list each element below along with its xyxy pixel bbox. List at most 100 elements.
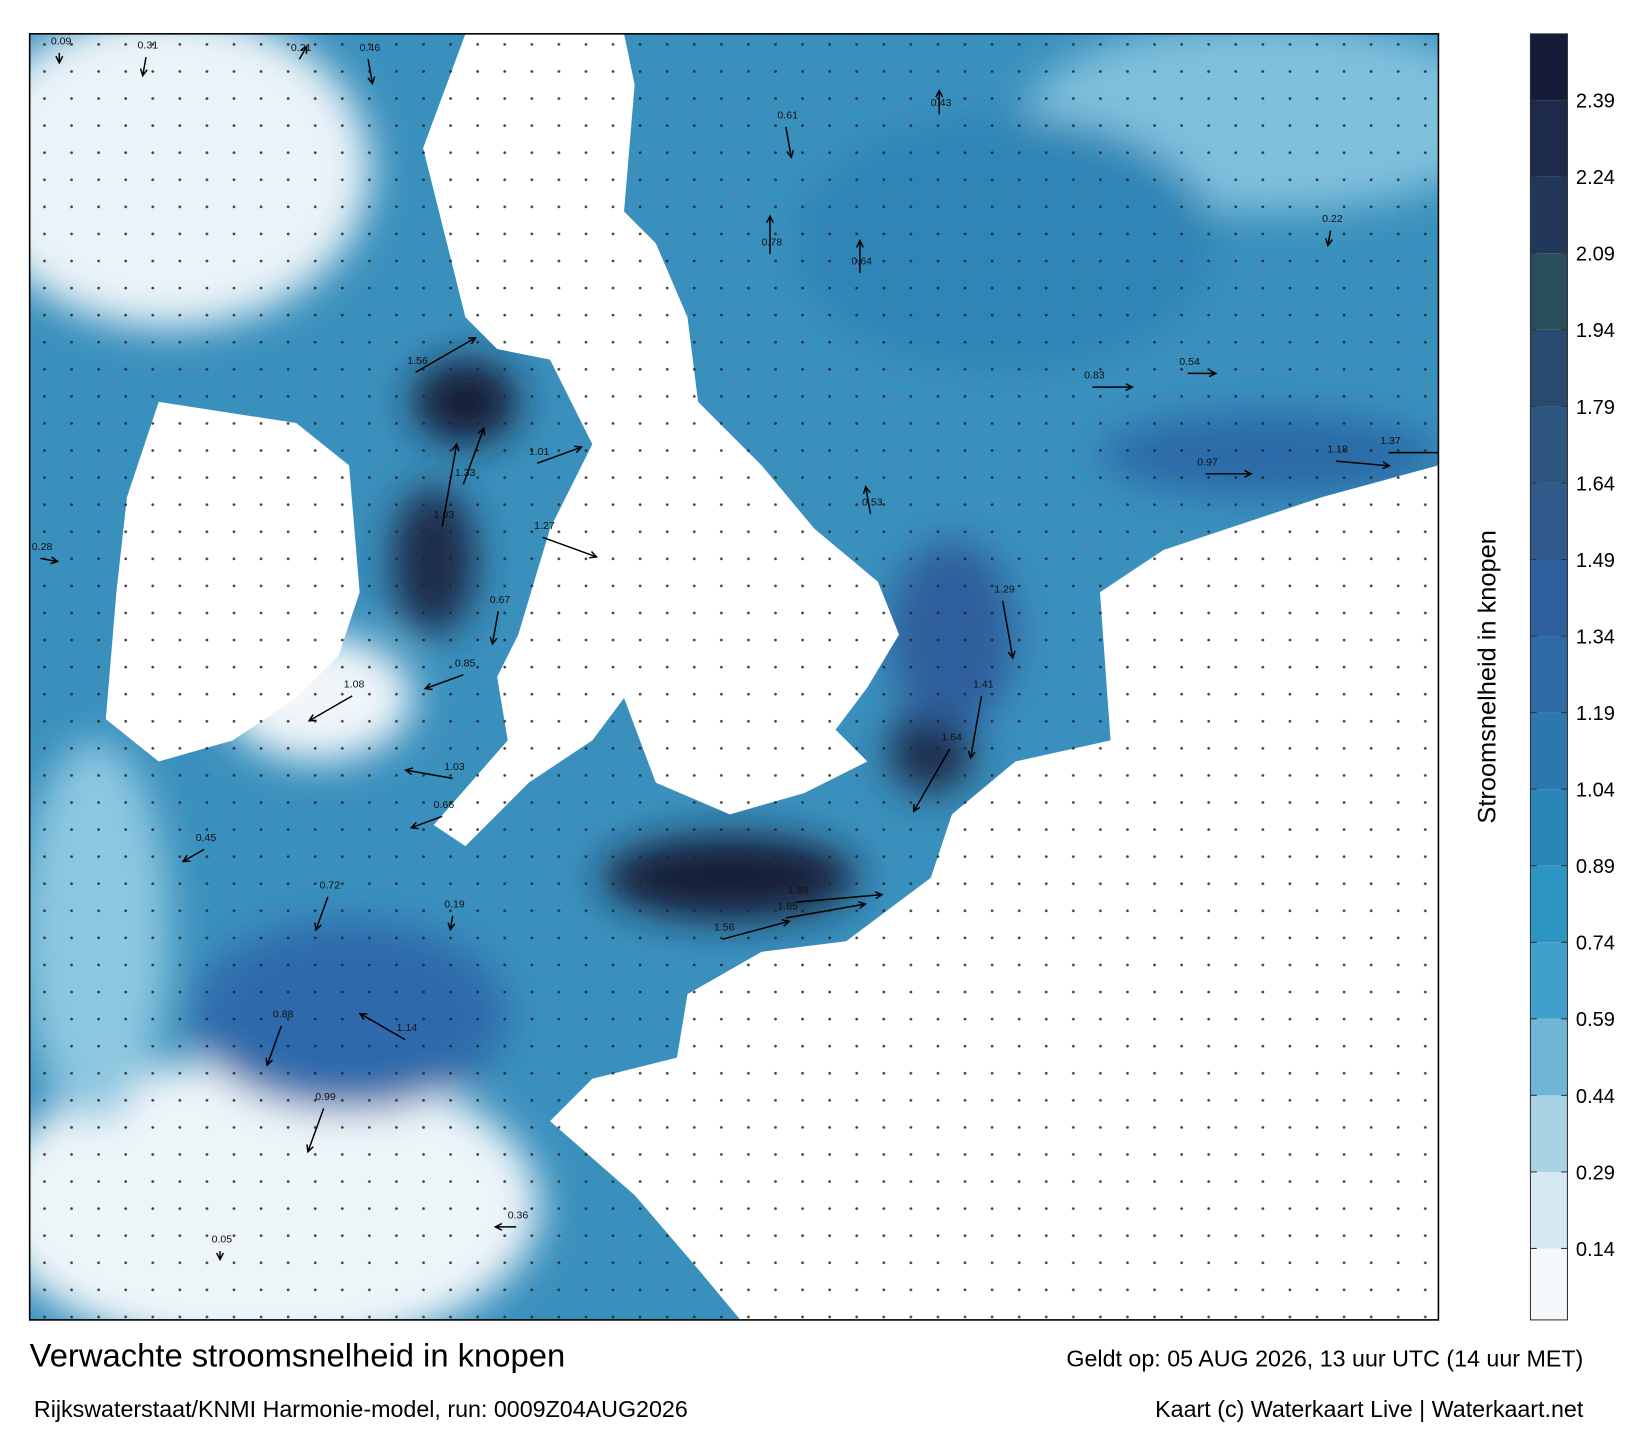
speed-label: 0.05 bbox=[212, 1234, 233, 1246]
colorbar-band bbox=[1530, 636, 1568, 713]
model-run: Rijkswaterstaat/KNMI Harmonie-model, run… bbox=[34, 1396, 688, 1422]
current-arrow bbox=[1001, 600, 1016, 660]
speed-label: 1.56 bbox=[407, 355, 428, 367]
current-arrow bbox=[912, 748, 951, 813]
speed-label: 0.54 bbox=[1179, 356, 1200, 368]
speed-label: 0.64 bbox=[851, 255, 872, 267]
colorbar-tick-label: 1.04 bbox=[1576, 780, 1615, 802]
speed-label: 0.85 bbox=[455, 657, 476, 669]
colorbar-band bbox=[1530, 33, 1568, 101]
current-arrow bbox=[181, 848, 205, 863]
colorbar-band bbox=[1530, 789, 1568, 866]
speed-label: 0.53 bbox=[862, 497, 883, 509]
speed-label: 0.22 bbox=[1322, 213, 1343, 225]
current-arrow bbox=[785, 126, 795, 159]
current-arrow bbox=[722, 919, 791, 940]
colorbar-band bbox=[1530, 1171, 1568, 1249]
current-arrow bbox=[409, 815, 443, 830]
map-area: 0.09 0.31 0.21 0.46 1.56 1.33 1.93 1.01 … bbox=[29, 33, 1439, 1320]
current-arrow bbox=[1335, 460, 1392, 470]
colorbar-band bbox=[1530, 482, 1568, 560]
colorbar-band bbox=[1530, 1095, 1568, 1172]
colorbar: 0.14 0.29 0.44 0.59 0.74 0.89 1.04 1.19 1.34 1.49… bbox=[1530, 33, 1615, 1320]
current-arrow bbox=[537, 445, 583, 464]
current-arrow bbox=[862, 485, 872, 515]
colorbar-tick-label: 1.34 bbox=[1576, 626, 1615, 648]
colorbar-tick-label: 2.39 bbox=[1576, 91, 1615, 113]
colorbar-band bbox=[1530, 559, 1568, 637]
current-arrow bbox=[415, 336, 477, 373]
speed-label: 0.09 bbox=[51, 35, 72, 47]
speed-label: 0.31 bbox=[138, 40, 159, 52]
colorbar-band bbox=[1530, 865, 1568, 943]
current-arrow bbox=[462, 426, 486, 485]
current-arrow bbox=[307, 695, 353, 722]
speed-label: 0.45 bbox=[196, 832, 217, 844]
speed-label: 0.28 bbox=[32, 541, 53, 553]
current-arrow bbox=[1205, 469, 1253, 478]
speed-label: 1.27 bbox=[534, 520, 555, 532]
current-arrow bbox=[489, 611, 499, 646]
colorbar-band bbox=[1530, 329, 1568, 407]
colorbar-tick-label: 0.74 bbox=[1576, 933, 1615, 955]
colorbar-tick-label: 0.44 bbox=[1576, 1086, 1615, 1108]
colorbar-band bbox=[1530, 253, 1568, 330]
colorbar-band bbox=[1530, 406, 1568, 483]
current-arrow bbox=[423, 674, 464, 691]
colorbar-frame bbox=[1529, 33, 1568, 1321]
speed-label: 1.33 bbox=[455, 467, 476, 479]
speed-label: 0.43 bbox=[931, 97, 952, 109]
current-arrow bbox=[367, 59, 376, 86]
current-arrow bbox=[967, 695, 983, 760]
current-arrow bbox=[441, 442, 460, 527]
current-arrow bbox=[935, 88, 944, 115]
colorbar-tick-label: 1.19 bbox=[1576, 703, 1615, 725]
speed-label: 0.88 bbox=[273, 1008, 294, 1020]
speed-label: 1.01 bbox=[529, 446, 550, 458]
current-arrow bbox=[298, 45, 308, 60]
current-arrow bbox=[216, 1251, 225, 1262]
speed-label: 0.97 bbox=[1197, 456, 1218, 468]
speed-label: 0.61 bbox=[777, 109, 798, 121]
speed-label: 0.46 bbox=[360, 42, 381, 54]
colorbar-tick-label: 1.79 bbox=[1576, 397, 1615, 419]
grid-dots bbox=[29, 33, 1439, 1320]
current-arrow bbox=[306, 1108, 325, 1154]
colorbar-tick-label: 2.09 bbox=[1576, 244, 1615, 266]
colorbar-band bbox=[1530, 942, 1568, 1019]
speed-label: 1.29 bbox=[994, 583, 1015, 595]
current-arrow bbox=[55, 52, 64, 65]
current-arrow bbox=[855, 239, 864, 273]
current-arrow bbox=[1187, 369, 1218, 378]
current-arrow bbox=[40, 556, 60, 565]
colorbar-label: Stroomsnelheid in knopen bbox=[1474, 530, 1502, 823]
speed-label: 0.67 bbox=[490, 594, 511, 606]
colorbar-band bbox=[1530, 1018, 1568, 1096]
colorbar-band bbox=[1530, 712, 1568, 790]
speed-label: 0.36 bbox=[508, 1209, 529, 1221]
colorbar-band bbox=[1530, 1248, 1568, 1320]
speed-label: 0.66 bbox=[434, 799, 455, 811]
speed-label: 1.56 bbox=[714, 922, 735, 934]
speed-label: 0.99 bbox=[315, 1091, 336, 1103]
speed-label: 1.98 bbox=[788, 885, 809, 897]
current-arrow bbox=[447, 915, 456, 932]
current-arrow bbox=[404, 767, 453, 780]
colorbar-tick-label: 1.94 bbox=[1576, 320, 1615, 342]
speed-label: 0.19 bbox=[444, 898, 465, 910]
colorbar-tick-label: 0.14 bbox=[1576, 1239, 1615, 1261]
map-frame bbox=[28, 33, 1440, 1321]
speed-label: 0.72 bbox=[319, 879, 340, 891]
speed-label: 1.18 bbox=[1327, 444, 1348, 456]
colorbar-tick-label: 0.89 bbox=[1576, 856, 1615, 878]
current-arrow bbox=[358, 1012, 406, 1041]
speed-label: 1.41 bbox=[973, 678, 994, 690]
speed-label: 1.08 bbox=[344, 678, 365, 690]
speed-label: 1.85 bbox=[777, 901, 798, 913]
speed-label: 1.64 bbox=[941, 731, 962, 743]
valid-time: Geldt op: 05 AUG 2026, 13 uur UTC (14 uu… bbox=[1066, 1345, 1583, 1371]
current-arrow bbox=[765, 214, 775, 254]
current-arrow bbox=[542, 536, 599, 559]
